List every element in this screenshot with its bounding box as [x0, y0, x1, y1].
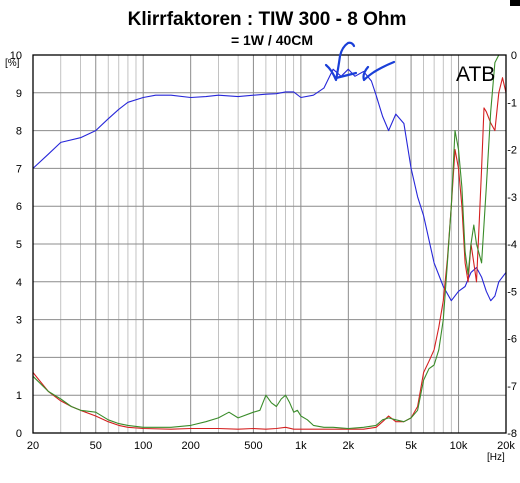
corner-block — [510, 0, 520, 6]
y-tick-label-left: 4 — [16, 277, 22, 289]
y-tick-label-left: 3 — [16, 315, 22, 327]
x-tick-label: 50 — [90, 440, 102, 452]
y-tick-label-right: 0 — [511, 50, 517, 62]
y-tick-label-right: -1 — [507, 97, 517, 109]
y-unit-label: [%] — [5, 58, 20, 69]
series-layer — [32, 54, 507, 430]
x-tick-label: 10k — [450, 440, 468, 452]
x-tick-label: 2k — [343, 440, 355, 452]
y-tick-label-left: 5 — [16, 239, 22, 251]
y-tick-label-right: -2 — [507, 145, 517, 157]
x-tick-label: 20k — [497, 440, 515, 452]
y-tick-label-left: 2 — [16, 352, 22, 364]
handwritten-scribble — [324, 41, 396, 82]
scribble-stroke — [324, 41, 356, 82]
series-line-3 — [32, 54, 506, 430]
scribble-stroke — [362, 60, 396, 82]
grid — [32, 54, 507, 434]
y-tick-label-right: -4 — [507, 239, 517, 251]
y-tick-label-left: 1 — [16, 390, 22, 402]
y-tick-label-left: 6 — [16, 201, 22, 213]
chart-subtitle: = 1W / 40CM — [231, 32, 313, 48]
y-tick-label-left: 8 — [16, 126, 22, 138]
y-tick-label-left: 10 — [10, 50, 22, 62]
axes: 0 1 2 3 4 5 6 7 8 9 10 -8 -7 -6 -5 -4 -3 -2 -1 0 20 50 100 200 5… — [10, 50, 517, 452]
x-tick-label: 100 — [134, 440, 152, 452]
plot-frame — [32, 54, 507, 434]
chart-title: Klirrfaktoren : TIW 300 - 8 Ohm — [128, 9, 407, 30]
y-tick-label-right: -5 — [507, 286, 517, 298]
y-tick-label-right: -6 — [507, 334, 517, 346]
series-line-1 — [32, 68, 507, 302]
x-tick-label: 1k — [295, 440, 307, 452]
x-tick-label: 20 — [27, 440, 39, 452]
x-tick-label: 500 — [244, 440, 262, 452]
y-tick-label-right: -8 — [507, 428, 517, 440]
x-unit-label: [Hz] — [487, 452, 505, 463]
y-tick-label-left: 7 — [16, 163, 22, 175]
y-tick-label-left: 0 — [16, 428, 22, 440]
scribble-stroke — [334, 71, 358, 80]
annotation-label: ATB — [456, 63, 495, 86]
y-tick-label-left: 9 — [16, 88, 22, 100]
y-tick-label-right: -7 — [507, 381, 517, 393]
x-tick-label: 5k — [405, 440, 417, 452]
y-tick-label-right: -3 — [507, 192, 517, 204]
series-line-2 — [32, 77, 507, 430]
x-tick-label: 200 — [181, 440, 199, 452]
